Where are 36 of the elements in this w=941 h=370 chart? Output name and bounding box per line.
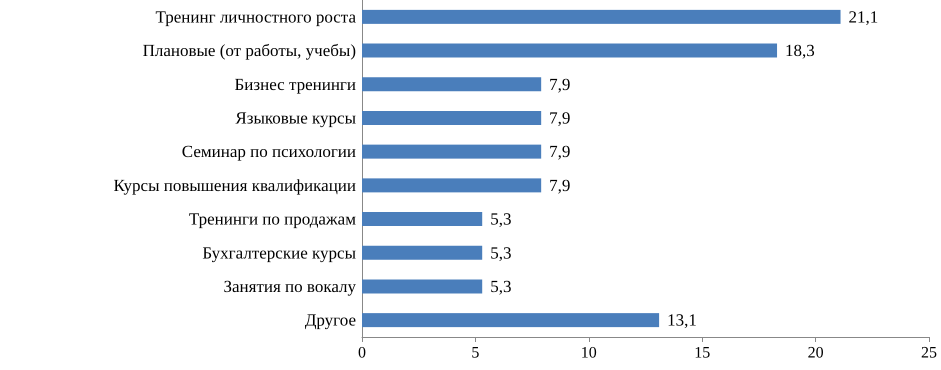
data-label: 13,1: [667, 310, 697, 330]
y-tick-label: Языковые курсы: [235, 108, 357, 128]
x-tick-label: 0: [358, 344, 366, 362]
y-tick-label: Семинар по психологии: [182, 142, 356, 162]
y-tick-label: Тренинг личностного роста: [156, 7, 356, 26]
data-label: 5,3: [490, 243, 512, 262]
data-label: 21,1: [848, 7, 878, 26]
y-tick-label: Бизнес тренинги: [234, 74, 356, 94]
bar: [362, 212, 482, 226]
bar: [362, 144, 542, 159]
bar: [362, 77, 542, 92]
bar: [362, 110, 542, 125]
data-label: 5,3: [490, 210, 512, 229]
x-tick-label: 10: [580, 344, 597, 362]
bar: [362, 246, 482, 260]
data-label: 5,3: [490, 276, 512, 296]
bar: [362, 10, 841, 24]
data-label: 18,3: [785, 41, 815, 60]
data-label: 7,9: [549, 108, 570, 128]
data-label: 7,9: [549, 142, 570, 162]
y-tick-label: Другое: [304, 310, 356, 330]
x-tick-label: 25: [921, 344, 937, 362]
bar: [362, 313, 660, 328]
y-tick-label: Тренинги по продажам: [188, 210, 356, 229]
y-tick-label: Занятия по вокалу: [223, 276, 356, 296]
x-tick-label: 5: [471, 344, 480, 362]
data-label: 7,9: [549, 176, 570, 195]
x-tick-label: 20: [808, 344, 824, 362]
y-tick-label: Курсы повышения квалификации: [113, 176, 356, 195]
bar: [362, 44, 778, 58]
x-tick-label: 15: [694, 344, 710, 362]
y-tick-label: Бухгалтерские курсы: [202, 243, 357, 262]
bar: [362, 279, 482, 294]
bar: [362, 178, 542, 192]
y-tick-label: Плановые (от работы, учебы): [142, 41, 356, 60]
data-label: 7,9: [549, 74, 570, 94]
